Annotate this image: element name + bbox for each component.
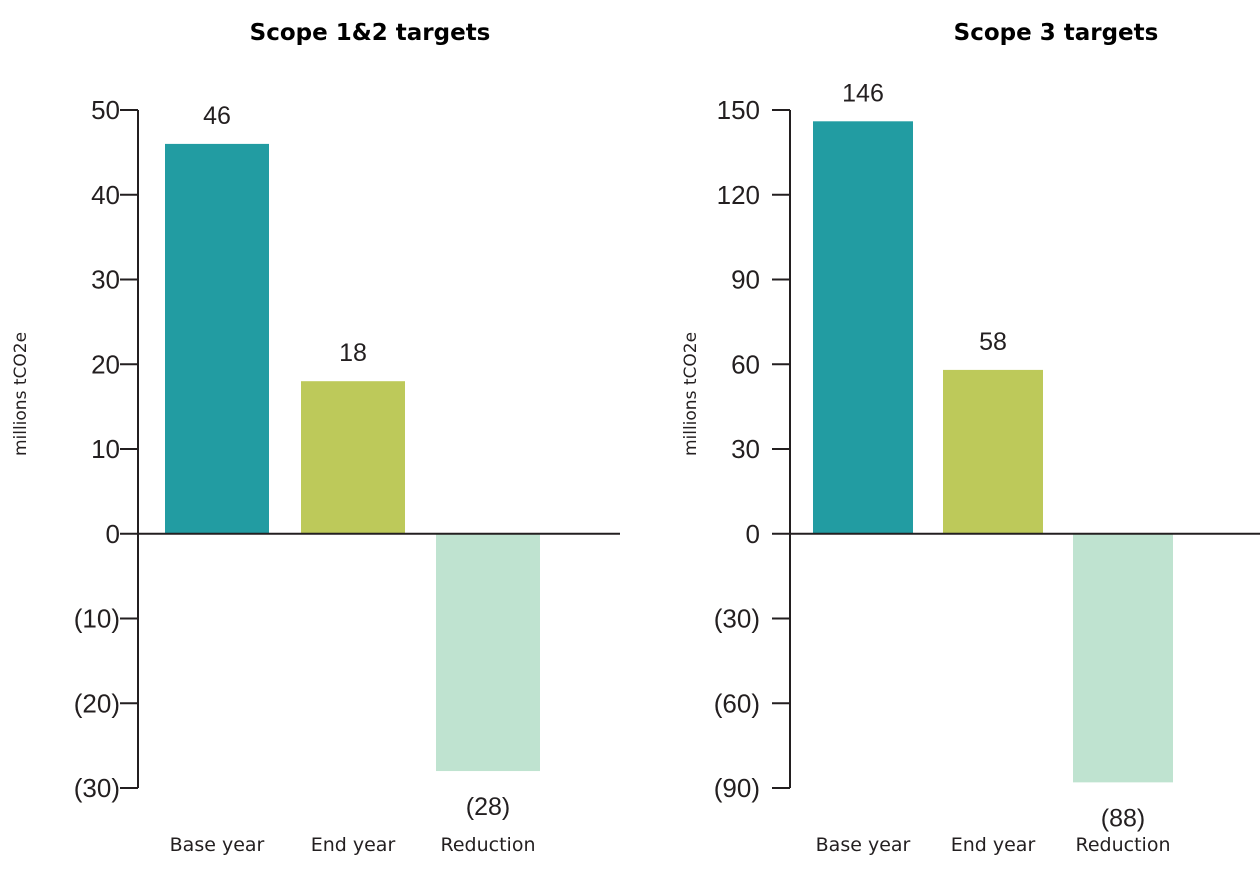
scope-1-2-category-label: End year [311,834,396,856]
scope-3-y-tick-label: 60 [731,349,760,379]
scope-3-y-tick-label: 0 [746,519,760,549]
scope-3-y-tick-label: (60) [714,688,760,718]
scope-1-2-bar-reduction [436,533,540,772]
scope-3-category-label: Base year [816,834,911,856]
scope-1-2-y-tick-label: 50 [91,95,120,125]
scope-1-2-bar-base-year [165,143,269,534]
scope-3-y-tick-label: (30) [714,604,760,634]
scope-1-2-chart: Scope 1&2 targets millions tCO2e 46 Base ye… [11,20,620,856]
scope-3-y-tick-label: 90 [731,265,760,295]
scope-1-2-category-label: Base year [170,834,265,856]
scope-3-bar-base-year [813,121,913,534]
scope-1-2-category-label: Reduction [441,834,536,856]
scope-1-2-y-tick-label: (20) [74,688,120,718]
scope-3-category-label: End year [951,834,1036,856]
scope-3-bar-end-year [943,369,1043,534]
scope-1-2-y-tick-label: 10 [91,434,120,464]
scope-3-y-axis-title: millions tCO2e [681,332,701,456]
scope-1-2-y-tick-label: 0 [106,519,120,549]
scope-1-2-y-tick-label: 20 [91,349,120,379]
scope-3-y-tick-label: 150 [717,95,760,125]
scope-1-2-value-label: 18 [339,339,367,367]
scope-3-category-label: Reduction [1076,834,1171,856]
scope-1-2-y-tick-label: (10) [74,604,120,634]
scope-3-y-tick-label: (90) [714,773,760,803]
scope-3-y-tick-label: 30 [731,434,760,464]
scope-1-2-chart-title: Scope 1&2 targets [250,20,491,46]
scope-3-chart-title: Scope 3 targets [954,20,1159,46]
scope-3-chart: Scope 3 targets millions tCO2e 146 Base yea… [681,20,1260,856]
scope-1-2-y-tick-label: 40 [91,180,120,210]
scope-3-y-tick-label: 120 [717,180,760,210]
scope-1-2-value-label: 46 [203,102,231,130]
scope-1-2-y-tick-label: 30 [91,265,120,295]
scope-3-bar-reduction [1073,533,1173,783]
scope-1-2-y-axis-title: millions tCO2e [11,332,31,456]
scope-1-2-value-label: (28) [466,793,510,821]
scope-3-value-label: 146 [842,79,884,107]
scope-1-2-y-tick-label: (30) [74,773,120,803]
scope-3-value-label: (88) [1101,804,1145,832]
scope-1-2-bar-end-year [301,381,405,534]
scope-3-value-label: 58 [979,328,1007,356]
